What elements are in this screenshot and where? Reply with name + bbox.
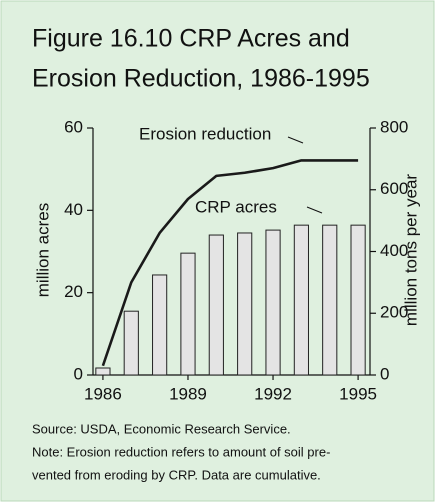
x-tick-label: 1989 bbox=[169, 384, 207, 403]
line-label: Erosion reduction bbox=[139, 124, 271, 143]
chart-title: Erosion Reduction, 1986-1995 bbox=[32, 65, 370, 93]
x-tick-label: 1995 bbox=[339, 384, 377, 403]
chart-title: Figure 16.10 CRP Acres and bbox=[32, 25, 350, 53]
bar bbox=[293, 224, 309, 376]
source-note: Source: USDA, Economic Research Service. bbox=[32, 421, 291, 436]
x-tick-label: 1986 bbox=[84, 384, 122, 403]
bar bbox=[180, 252, 196, 376]
bar-label: CRP acres bbox=[195, 197, 277, 216]
note: Note: Erosion reduction refers to amount… bbox=[32, 444, 330, 459]
y-tick-label: 0 bbox=[74, 364, 83, 383]
x-tick-label: 1992 bbox=[254, 384, 292, 403]
y2-tick-label: 800 bbox=[380, 117, 408, 136]
y2-tick-label: 200 bbox=[380, 303, 408, 322]
leader-line bbox=[306, 206, 323, 214]
y-tick-label: 60 bbox=[64, 117, 83, 136]
bar bbox=[237, 232, 253, 376]
note: vented from eroding by CRP. Data are cum… bbox=[32, 467, 321, 482]
bar bbox=[123, 310, 139, 376]
line bbox=[101, 159, 359, 367]
y-tick-label: 20 bbox=[64, 282, 83, 301]
leader-line bbox=[287, 136, 304, 144]
bar bbox=[95, 367, 111, 376]
y2-axis-label: million tons per year bbox=[401, 174, 420, 326]
y2-tick-label: 600 bbox=[380, 179, 408, 198]
bar bbox=[265, 229, 281, 376]
bar bbox=[152, 274, 168, 376]
bar bbox=[350, 224, 366, 376]
bar bbox=[208, 234, 224, 376]
y-axis-label: million acres bbox=[33, 203, 52, 297]
bar bbox=[322, 224, 338, 376]
y-tick-label: 40 bbox=[64, 200, 83, 219]
y2-tick-label: 400 bbox=[380, 241, 408, 260]
y2-tick-label: 0 bbox=[380, 364, 389, 383]
